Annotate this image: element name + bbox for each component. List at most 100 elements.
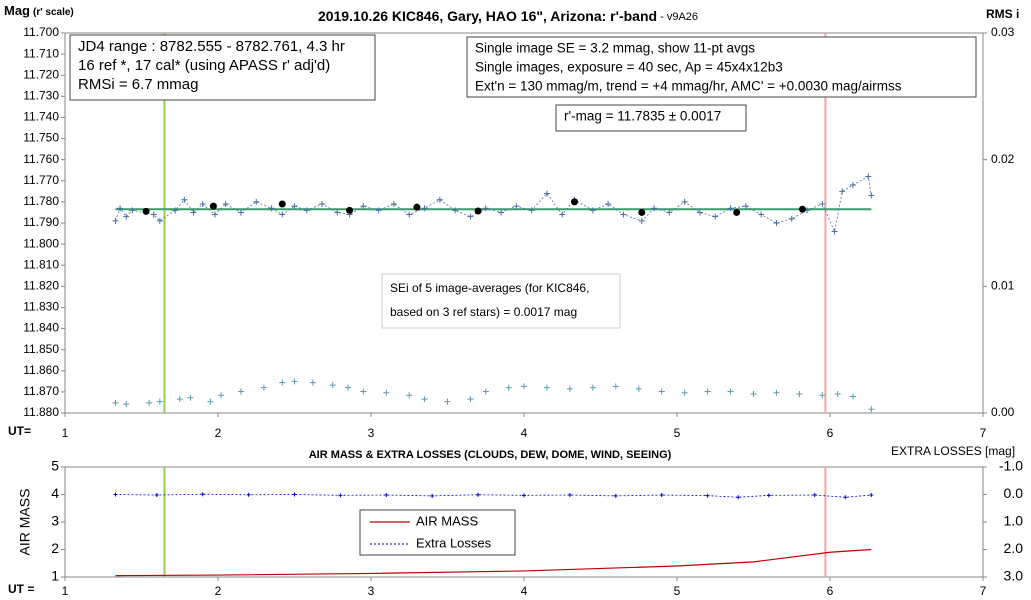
data-point [384, 493, 389, 498]
data-point [705, 493, 710, 498]
average-point [278, 200, 286, 208]
data-point [522, 493, 526, 498]
data-point [482, 388, 489, 395]
data-point [253, 198, 260, 205]
average-point [638, 208, 646, 216]
y2-axis-label: EXTRA LOSSES [mag] [891, 444, 1015, 458]
data-point [865, 173, 872, 180]
annotation-text: 16 ref *, 17 cal* (using APASS r' adj'd) [78, 57, 330, 74]
data-point [727, 388, 734, 395]
data-point [360, 388, 367, 395]
data-point [773, 220, 780, 226]
data-point [112, 217, 119, 224]
data-point [528, 207, 535, 214]
data-point [237, 388, 244, 395]
y-tick-label: 2 [51, 540, 59, 556]
y-tick-label: 11.840 [23, 321, 59, 335]
y-axis-label: AIR MASS [17, 489, 33, 556]
data-point [513, 203, 520, 210]
x-tick-label: 5 [674, 584, 681, 598]
data-point [268, 205, 275, 212]
data-point [566, 385, 573, 392]
data-point [467, 396, 474, 403]
y-label-note: (r' scale) [33, 7, 74, 18]
x-tick-label: 2 [215, 426, 222, 440]
y-tick-label: 11.740 [23, 110, 59, 124]
average-point [346, 206, 354, 214]
series-line [115, 548, 872, 577]
series-line [115, 175, 872, 233]
x-tick-label: 1 [62, 584, 69, 598]
x-axis-label: UT= [8, 424, 31, 438]
data-point [498, 209, 505, 216]
data-point [543, 384, 550, 391]
y2-tick-label: 0.01 [991, 279, 1015, 293]
x-tick-label: 3 [368, 584, 375, 598]
data-point [727, 205, 734, 212]
data-point [303, 207, 310, 214]
annotation-box [381, 273, 621, 329]
y-tick-label: 11.700 [23, 25, 59, 39]
y-tick-label: 4 [51, 485, 59, 501]
data-point [750, 391, 757, 397]
data-point [834, 391, 841, 397]
data-point [156, 398, 163, 405]
annotation-text: RMSi = 6.7 mmag [78, 76, 198, 93]
annotation-box [555, 104, 747, 132]
y-tick-label: 11.810 [23, 257, 59, 271]
y-tick-label: 11.800 [23, 236, 59, 250]
data-point [260, 384, 267, 391]
data-point [218, 392, 225, 399]
data-point [505, 384, 512, 391]
data-point [436, 196, 443, 203]
annotation-text: Ext'n = 130 mmag/m, trend = +4 mmag/hr, … [475, 79, 902, 94]
series-line [115, 493, 872, 498]
data-point [112, 399, 119, 406]
y-tick-label: 11.760 [23, 152, 59, 166]
y2-tick-label: 3.0 [1004, 568, 1024, 584]
legend-box [359, 509, 516, 556]
data-point [521, 383, 527, 390]
x-tick-label: 7 [980, 426, 987, 440]
data-point [696, 209, 703, 216]
average-point [413, 203, 421, 211]
data-point [291, 203, 298, 210]
data-point [849, 182, 856, 188]
y-tick-label: 11.860 [23, 363, 59, 377]
data-point [869, 493, 874, 498]
data-point [681, 198, 688, 205]
y-tick-label: 11.880 [23, 405, 59, 419]
y2-tick-label: 0.00 [991, 405, 1015, 419]
title-main: 2019.10.26 KIC846, Gary, HAO 16", Arizon… [318, 8, 657, 24]
data-point [200, 492, 205, 497]
data-point [758, 211, 765, 218]
data-point [843, 495, 848, 500]
data-point [246, 492, 251, 497]
plot-area [64, 466, 984, 578]
data-point [291, 378, 298, 385]
data-point [375, 207, 382, 214]
data-point [123, 401, 130, 408]
x-tick-label: 6 [827, 426, 834, 440]
data-point [613, 493, 618, 498]
y2-tick-label: 0.0 [1004, 485, 1024, 501]
data-point [319, 201, 326, 207]
data-point [421, 205, 428, 212]
data-point [421, 396, 428, 403]
data-point [589, 384, 596, 391]
data-point [659, 493, 664, 498]
y-tick-label: 11.750 [23, 131, 59, 145]
x-tick-label: 4 [521, 584, 528, 598]
x-tick-label: 7 [980, 584, 987, 598]
data-point [788, 215, 795, 222]
y-tick-label: 5 [51, 458, 59, 474]
data-point [406, 211, 413, 218]
x-tick-label: 5 [674, 426, 681, 440]
data-point [123, 213, 130, 220]
data-point [383, 389, 390, 396]
data-point [430, 493, 435, 498]
data-point [681, 389, 688, 396]
data-point [222, 201, 229, 207]
data-point [237, 209, 244, 216]
